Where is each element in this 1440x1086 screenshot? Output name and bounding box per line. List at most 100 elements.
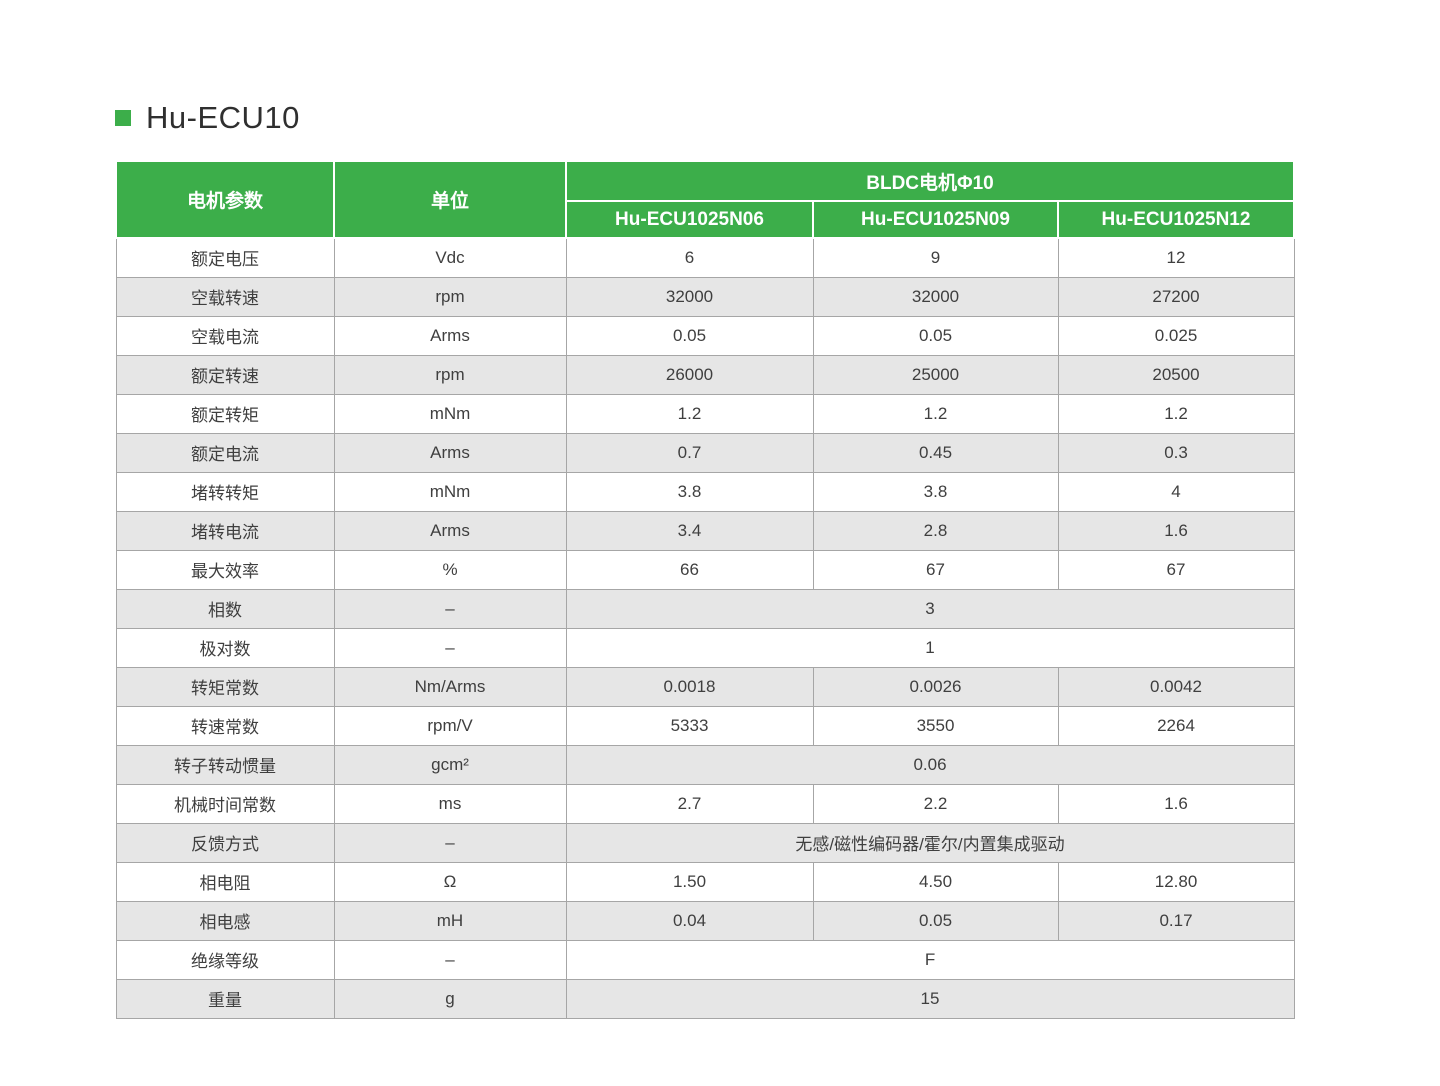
value-cell-model-2: 4.50: [812, 861, 1059, 902]
unit-cell: Vdc: [333, 237, 567, 278]
value-cell-model-2: 3550: [812, 705, 1059, 746]
value-cell-model-2: 25000: [812, 354, 1059, 395]
param-cell: 极对数: [115, 627, 335, 668]
motor-spec-table: 电机参数 单位 BLDC电机Φ10 Hu-ECU1025N06 Hu-ECU10…: [115, 160, 1296, 1019]
value-cell-model-3: 0.3: [1057, 432, 1295, 473]
unit-cell: –: [333, 939, 567, 980]
param-cell: 额定转矩: [115, 393, 335, 434]
value-cell-model-1: 0.7: [565, 432, 814, 473]
unit-cell: Ω: [333, 861, 567, 902]
table-row: 额定转速 rpm 26000 25000 20500: [115, 354, 1295, 395]
param-cell: 最大效率: [115, 549, 335, 590]
unit-cell: –: [333, 588, 567, 629]
table-row: 相数 –3: [115, 588, 1295, 629]
value-cell-model-1: 3.8: [565, 471, 814, 512]
value-cell-model-2: 0.45: [812, 432, 1059, 473]
merged-value-cell: 无感/磁性编码器/霍尔/内置集成驱动: [565, 822, 1295, 863]
unit-cell: gcm²: [333, 744, 567, 785]
param-cell: 转子转动惯量: [115, 744, 335, 785]
header-group-row: 电机参数 单位 BLDC电机Φ10: [115, 160, 1296, 239]
value-cell-model-3: 4: [1057, 471, 1295, 512]
header-model-n09: Hu-ECU1025N09: [812, 200, 1059, 239]
unit-cell: g: [333, 978, 567, 1019]
spec-table-body: 额定电压 Vdc 6 9 12 空载转速 rpm 32000 32000 27200 空载电流 Arm…: [115, 237, 1295, 1019]
value-cell-model-3: 20500: [1057, 354, 1295, 395]
unit-cell: Arms: [333, 315, 567, 356]
value-cell-model-1: 1.50: [565, 861, 814, 902]
param-cell: 空载电流: [115, 315, 335, 356]
value-cell-model-2: 1.2: [812, 393, 1059, 434]
param-cell: 绝缘等级: [115, 939, 335, 980]
section-title: Hu-ECU10: [115, 100, 300, 136]
table-row: 空载转速 rpm 32000 32000 27200: [115, 276, 1295, 317]
unit-cell: rpm: [333, 354, 567, 395]
table-row: 额定电压 Vdc 6 9 12: [115, 237, 1295, 278]
value-cell-model-2: 67: [812, 549, 1059, 590]
param-cell: 相电阻: [115, 861, 335, 902]
unit-cell: mNm: [333, 393, 567, 434]
table-row: 转矩常数 Nm/Arms 0.0018 0.0026 0.0042: [115, 666, 1295, 707]
value-cell-model-1: 6: [565, 237, 814, 278]
merged-value-cell: 15: [565, 978, 1295, 1019]
param-cell: 转速常数: [115, 705, 335, 746]
param-cell: 额定电压: [115, 237, 335, 278]
table-row: 相电感 mH 0.04 0.05 0.17: [115, 900, 1295, 941]
param-cell: 空载转速: [115, 276, 335, 317]
param-cell: 相数: [115, 588, 335, 629]
table-row: 空载电流 Arms 0.05 0.05 0.025: [115, 315, 1295, 356]
param-cell: 额定电流: [115, 432, 335, 473]
table-row: 转速常数 rpm/V 5333 3550 2264: [115, 705, 1295, 746]
value-cell-model-2: 0.05: [812, 315, 1059, 356]
header-series-group: BLDC电机Φ10: [564, 160, 1296, 202]
merged-value-cell: F: [565, 939, 1295, 980]
value-cell-model-3: 12: [1057, 237, 1295, 278]
unit-cell: mH: [333, 900, 567, 941]
value-cell-model-3: 12.80: [1057, 861, 1295, 902]
value-cell-model-2: 2.8: [812, 510, 1059, 551]
value-cell-model-2: 9: [812, 237, 1059, 278]
table-row: 额定电流 Arms 0.7 0.45 0.3: [115, 432, 1295, 473]
value-cell-model-1: 0.04: [565, 900, 814, 941]
table-row: 机械时间常数 ms 2.7 2.2 1.6: [115, 783, 1295, 824]
param-cell: 机械时间常数: [115, 783, 335, 824]
unit-cell: rpm: [333, 276, 567, 317]
value-cell-model-1: 0.05: [565, 315, 814, 356]
param-cell: 堵转电流: [115, 510, 335, 551]
merged-value-cell: 1: [565, 627, 1295, 668]
header-param: 电机参数: [115, 160, 335, 239]
value-cell-model-2: 3.8: [812, 471, 1059, 512]
unit-cell: Arms: [333, 432, 567, 473]
table-row: 转子转动惯量 gcm² 0.06: [115, 744, 1295, 785]
value-cell-model-1: 26000: [565, 354, 814, 395]
header-model-n06: Hu-ECU1025N06: [565, 200, 814, 239]
table-row: 堵转电流 Arms 3.4 2.8 1.6: [115, 510, 1295, 551]
value-cell-model-3: 1.6: [1057, 510, 1295, 551]
table-row: 相电阻 Ω 1.50 4.50 12.80: [115, 861, 1295, 902]
unit-cell: Nm/Arms: [333, 666, 567, 707]
value-cell-model-3: 67: [1057, 549, 1295, 590]
value-cell-model-1: 66: [565, 549, 814, 590]
table-row: 额定转矩 mNm 1.2 1.2 1.2: [115, 393, 1295, 434]
value-cell-model-3: 0.17: [1057, 900, 1295, 941]
param-cell: 相电感: [115, 900, 335, 941]
table-row: 反馈方式 – 无感/磁性编码器/霍尔/内置集成驱动: [115, 822, 1295, 863]
unit-cell: mNm: [333, 471, 567, 512]
param-cell: 重量: [115, 978, 335, 1019]
value-cell-model-3: 2264: [1057, 705, 1295, 746]
value-cell-model-1: 5333: [565, 705, 814, 746]
value-cell-model-2: 0.0026: [812, 666, 1059, 707]
header-model-n12: Hu-ECU1025N12: [1056, 200, 1296, 239]
table-row: 绝缘等级 – F: [115, 939, 1295, 980]
value-cell-model-1: 3.4: [565, 510, 814, 551]
value-cell-model-3: 0.0042: [1057, 666, 1295, 707]
value-cell-model-3: 1.6: [1057, 783, 1295, 824]
value-cell-model-3: 27200: [1057, 276, 1295, 317]
table-row: 最大效率% 66 67 67: [115, 549, 1295, 590]
table-row: 极对数 –1: [115, 627, 1295, 668]
unit-cell: ms: [333, 783, 567, 824]
header-model-row: Hu-ECU1025N06 Hu-ECU1025N09 Hu-ECU1025N1…: [116, 200, 1296, 239]
merged-value-cell: 0.06: [565, 744, 1295, 785]
table-header: 电机参数 单位 BLDC电机Φ10 Hu-ECU1025N06 Hu-ECU10…: [115, 160, 1296, 239]
param-cell: 反馈方式: [115, 822, 335, 863]
value-cell-model-1: 0.0018: [565, 666, 814, 707]
